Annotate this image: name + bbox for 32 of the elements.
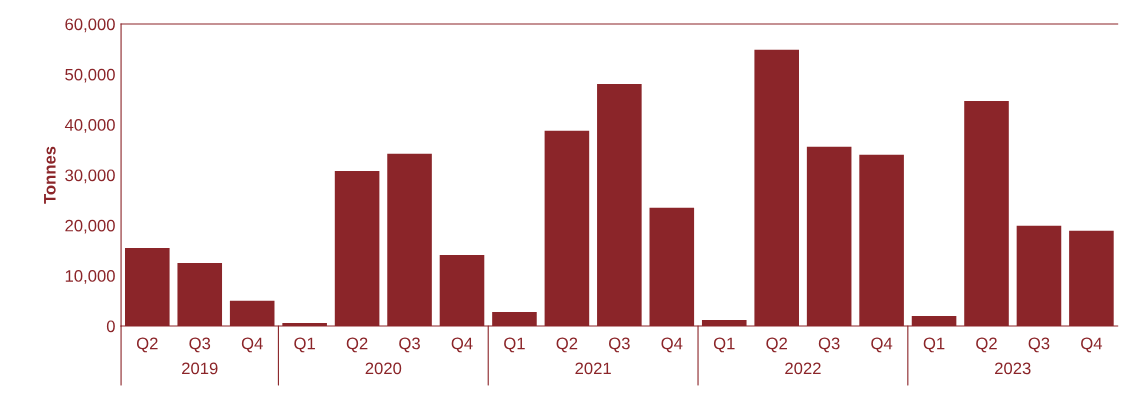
y-tick-label: 40,000: [64, 119, 115, 133]
y-axis-title: Tonnes: [44, 146, 56, 204]
text: 2023: [995, 362, 1031, 375]
x-tick-label: Q1: [294, 337, 315, 353]
x-tick-label: Q4: [661, 337, 683, 353]
y-tick-label: 50,000: [65, 68, 115, 83]
x-tick-label: Q2: [766, 337, 787, 353]
x-tick-label: Q1: [713, 337, 735, 353]
x-tick-label: Q2: [346, 337, 368, 353]
x-tick-label: Q4: [241, 337, 263, 353]
x-tick-label: Q2: [976, 337, 997, 353]
x-tick-label: Q3: [609, 337, 630, 353]
x-tick-label: Q3: [189, 337, 211, 353]
x-tick-label: Q4: [1081, 337, 1103, 353]
text: 2022: [785, 362, 821, 375]
text: 2020: [365, 362, 402, 375]
x-tick-label: Q2: [136, 337, 158, 353]
x-tick-label: Q4: [871, 337, 893, 353]
x-tick-label: Q3: [399, 337, 420, 353]
x-tick-label: Q2: [556, 337, 578, 353]
x-tick-label: Q1: [504, 337, 525, 353]
y-tick-label: 60,000: [65, 18, 115, 33]
text: 2021: [575, 362, 611, 375]
y-tick-label: 30,000: [65, 169, 115, 184]
text: 2019: [182, 362, 218, 375]
x-tick-label: Q4: [451, 337, 473, 353]
x-tick-label: Q3: [1028, 337, 1050, 353]
x-tick-label: Q3: [818, 337, 840, 353]
y-tick-label: 10,000: [65, 270, 115, 284]
x-tick-label: Q1: [923, 337, 945, 353]
y-tick-label: 20,000: [65, 219, 115, 234]
y-tick-label: 0: [106, 320, 115, 333]
